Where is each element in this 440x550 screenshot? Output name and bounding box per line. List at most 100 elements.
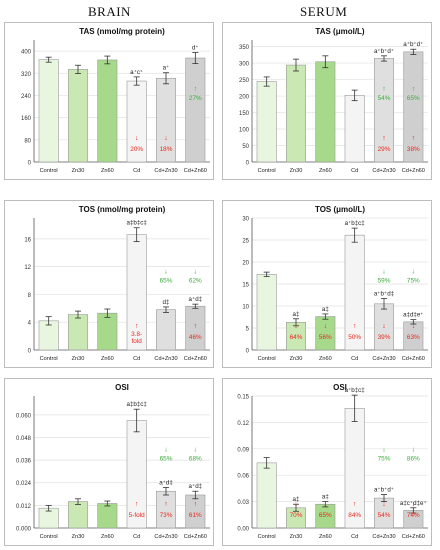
green-down-arrow-icon: ↓ — [412, 446, 416, 453]
red-change-text: 29% — [378, 146, 391, 153]
x-tick-label: Cd+Zn60 — [402, 534, 425, 540]
x-tick-label: Cd — [133, 168, 140, 174]
y-tick-label: 320 — [21, 72, 32, 78]
x-tick-label: Zn30 — [290, 168, 303, 174]
y-tick-label: 0.06 — [237, 474, 249, 480]
red-change-text: 3.8- — [131, 331, 142, 338]
y-tick-label: 200 — [239, 95, 250, 101]
red-up-arrow-icon: ↑ — [135, 323, 139, 330]
green-up-arrow-icon: ↑ — [194, 86, 198, 93]
red-change-text: 39% — [378, 334, 391, 341]
red-up-arrow-icon: ↑ — [412, 135, 416, 142]
significance-label: a‡ — [322, 494, 329, 501]
brain-tos-chart: TOS (nmol/mg protein) 0 4 8 12 16 Control Zn30 Z… — [4, 200, 214, 368]
significance-label: a⁺b‡c‡ — [345, 387, 366, 394]
y-tick-label: 0 — [28, 349, 32, 355]
chart-frame — [222, 200, 432, 368]
red-down-arrow-icon: ↓ — [412, 323, 416, 330]
chart-title: TOS (nmol/mg protein) — [79, 205, 166, 214]
green-change-text: 68% — [189, 455, 202, 462]
bar-cd — [344, 234, 365, 351]
x-tick-label: Cd+Zn30 — [372, 534, 395, 540]
serum-tos-chart: TOS (μmol/L) 0 5 10 15 20 25 30 Control a‡ Zn30 ↓ 64… — [222, 200, 432, 368]
y-tick-label: 0.012 — [16, 504, 32, 510]
significance-label: d‡ — [163, 299, 170, 306]
red-change-text: 46% — [189, 334, 202, 341]
green-down-arrow-icon: ↓ — [382, 446, 386, 453]
red-up-arrow-icon: ↑ — [353, 323, 357, 330]
red-change-text: 50% — [348, 334, 361, 341]
brain-tas-chart: TAS (nmol/mg protein) 0 80 160 240 320 400 Cont… — [4, 22, 214, 180]
bar-zn30 — [286, 64, 306, 163]
green-change-text: 65% — [160, 277, 173, 284]
bar-control — [256, 462, 277, 529]
y-tick-label: 0 — [246, 349, 250, 355]
x-tick-label: Zn60 — [101, 356, 114, 362]
significance-label: a‡b‡c‡ — [127, 401, 148, 408]
x-tick-label: Cd — [133, 356, 140, 362]
significance-label: a‡b‡c‡ — [127, 220, 148, 227]
red-change-text: 65% — [319, 512, 332, 519]
red-change-text: 38% — [407, 146, 420, 153]
chart-title: TAS (μmol/L) — [315, 27, 365, 36]
y-tick-label: 0.12 — [237, 421, 249, 427]
green-change-text: 75% — [378, 455, 391, 462]
x-tick-label: Control — [40, 356, 58, 362]
y-tick-label: 0.000 — [16, 527, 32, 533]
green-change-text: 86% — [407, 455, 420, 462]
bar-zn60 — [97, 59, 118, 163]
green-change-text: 65% — [160, 455, 173, 462]
significance-label: a⁺b⁺d‡ — [374, 291, 395, 298]
significance-label: d⁺ — [192, 44, 199, 51]
y-tick-label: 20 — [242, 261, 249, 267]
x-tick-label: Cd+Zn30 — [154, 356, 177, 362]
y-tick-label: 0.036 — [16, 459, 32, 465]
x-tick-label: Cd — [351, 534, 358, 540]
x-tick-label: Cd — [133, 534, 140, 540]
x-tick-label: Control — [258, 168, 276, 174]
x-tick-label: Cd+Zn60 — [184, 356, 207, 362]
serum-tas-chart: TAS (μmol/L) 0 50 100 150 200 250 300 350 Control… — [222, 22, 432, 180]
red-change-text: fold — [132, 338, 143, 345]
y-tick-label: 30 — [242, 217, 249, 223]
red-change-text: 64% — [290, 334, 303, 341]
red-up-arrow-icon: ↑ — [382, 135, 386, 142]
bar-cd-zn30 — [156, 490, 176, 529]
significance-label: a⁺d‡ — [189, 483, 203, 490]
red-change-text: 56% — [319, 334, 332, 341]
x-tick-label: Cd — [351, 168, 358, 174]
x-tick-label: Cd+Zn60 — [184, 168, 207, 174]
y-tick-label: 80 — [24, 138, 31, 144]
red-up-arrow-icon: ↑ — [194, 323, 198, 330]
green-change-text: 65% — [407, 95, 420, 102]
y-tick-label: 12 — [24, 265, 31, 271]
x-tick-label: Cd+Zn30 — [154, 168, 177, 174]
y-tick-label: 0.03 — [237, 500, 249, 506]
red-change-text: 5-fold — [129, 512, 145, 519]
red-down-arrow-icon: ↓ — [324, 501, 328, 508]
green-change-text: 75% — [407, 277, 420, 284]
chart-title: OSI — [115, 383, 129, 392]
x-tick-label: Cd+Zn60 — [184, 534, 207, 540]
green-change-text: 59% — [378, 277, 391, 284]
bar-control — [38, 59, 59, 163]
green-change-text: 27% — [189, 95, 202, 102]
y-tick-label: 0.048 — [16, 436, 32, 442]
red-change-text: 61% — [189, 512, 202, 519]
bar-cd — [344, 95, 365, 163]
x-tick-label: Control — [258, 534, 276, 540]
bar-cd — [344, 408, 365, 529]
x-tick-label: Zn60 — [319, 168, 332, 174]
serum-osi-chart: OSI 0.00 0.03 0.06 0.09 0.12 0.15 Control a‡ Zn30… — [222, 378, 432, 546]
red-down-arrow-icon: ↓ — [324, 323, 328, 330]
x-tick-label: Control — [40, 534, 58, 540]
chart-frame — [4, 200, 214, 368]
y-tick-label: 250 — [239, 78, 250, 84]
x-tick-label: Zn30 — [72, 534, 85, 540]
bar-zn30 — [68, 69, 88, 163]
y-tick-label: 5 — [246, 327, 250, 333]
y-tick-label: 350 — [239, 45, 250, 51]
chart-title: OSI — [333, 383, 347, 392]
red-down-arrow-icon: ↓ — [412, 501, 416, 508]
significance-label: a‡ — [322, 306, 329, 313]
